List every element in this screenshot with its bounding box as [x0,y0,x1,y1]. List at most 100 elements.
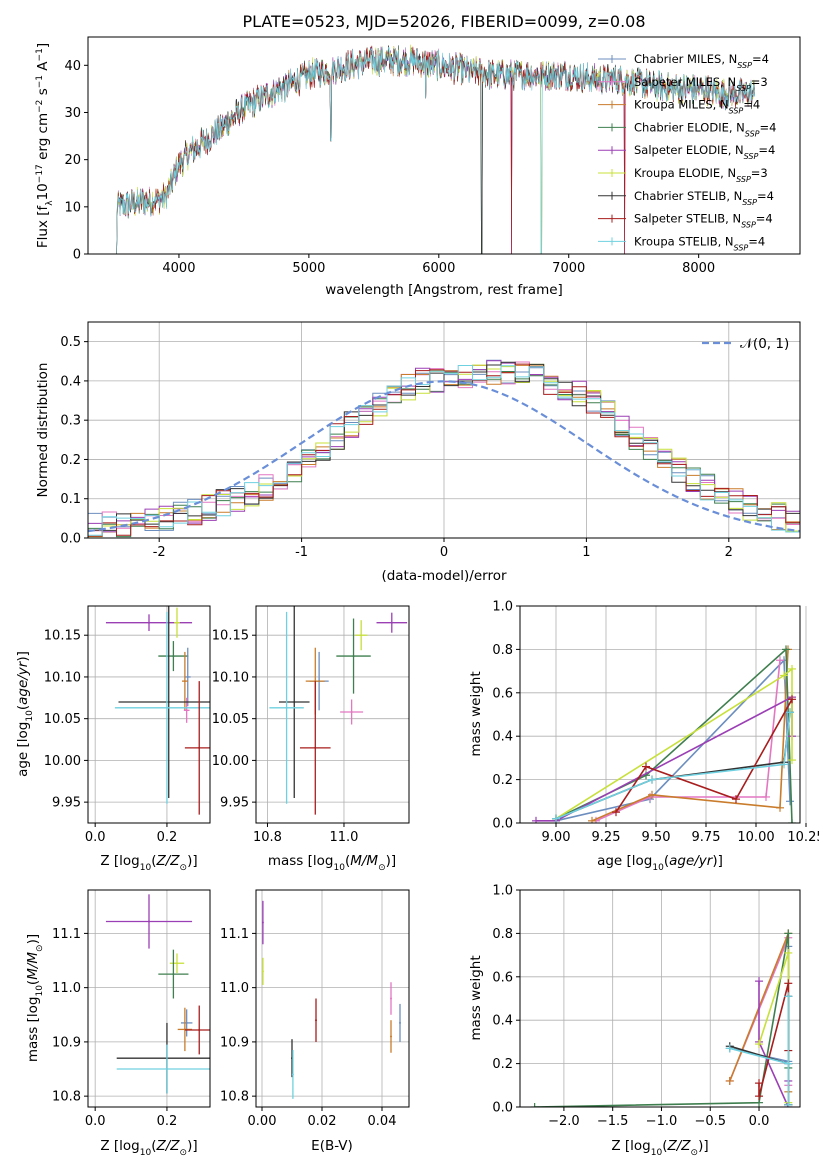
x-tick-label: 0.2 [157,830,178,845]
label-part: erg cm [35,113,51,164]
data-point [198,746,201,749]
axes-frame [87,605,211,824]
data-point [172,973,175,976]
label-part: =4 [752,52,769,66]
label-part: )] [712,853,723,869]
label-part: −1 [35,48,45,61]
y-tick-label: 0.4 [492,730,513,745]
data-point [185,1021,188,1024]
label-part: SSP [737,61,752,70]
label-part: 10 [35,985,45,997]
data-point [198,1028,201,1031]
chart-title: PLATE=0523, MJD=52026, FIBERID=0099, z=0… [242,12,645,31]
legend-label: Chabrier ELODIE, NSSP=4 [634,120,776,138]
label-part: =3 [751,75,768,89]
panel-weight-vs-age: 9.00 9.25 9.50 9.75 10.00 10.25 0.0 0.2 0.4 0.6 0.… [468,600,819,874]
plot-area [105,894,210,1094]
label-part: 10 [333,863,345,873]
y-tick-label: 0.0 [492,1101,513,1116]
grid [88,606,210,823]
x-axis-label: age [log10(age/yr)] [597,853,723,873]
axes-frame [87,36,801,255]
label-part: Chabrier STELIB, N [634,189,742,203]
plot-area [261,900,401,1099]
spectrum-line [116,46,755,254]
y-tick-label: 10.8 [220,1090,249,1105]
weight-line [555,667,793,820]
normal-curve [88,380,800,533]
legend-label: Kroupa STELIB, NSSP=4 [634,234,765,252]
y-tick-label: 10.05 [212,712,249,727]
label-part: 10 [25,710,35,722]
label-part: =4 [743,98,760,112]
label-part: 10 [652,863,664,873]
panel-age-vs-mass: 10.8 11.0 9.95 10.00 10.05 10.10 10.15 mass [lo… [212,605,410,873]
label-part: ] [35,43,51,48]
panel-spectrum: 4000 5000 6000 7000 8000 0 10 20 30 40 PLATE=0523,… [35,12,801,298]
y-tick-label: 0.2 [492,773,513,788]
x-tick-label: −2.0 [548,1114,580,1129]
label-part: Chabrier MILES, N [634,52,737,66]
data-point [285,706,288,709]
label-part: ⊙ [180,1148,188,1158]
grid [88,322,800,539]
label-part: 10 [35,183,51,200]
label-part: Z/Z [666,1138,691,1154]
y-tick-label: 10.05 [44,712,81,727]
y-tick-label: 9.95 [52,796,81,811]
y-tick-label: 11.0 [220,981,249,996]
grid [88,890,210,1107]
y-axis-label: Flux [fλ10−17 erg cm−2 s−1 A−1] [35,43,55,248]
y-tick-label: 10 [64,200,81,215]
x-tick-label: 1 [582,545,590,560]
x-tick-label: 9.00 [542,830,571,845]
y-tick-label: 0.8 [492,927,513,942]
weight-line [555,712,791,820]
label-part: )] [187,853,198,869]
data-point [175,621,178,624]
data-point [183,680,186,683]
y-tick-label: 11.0 [52,981,81,996]
label-part: −2 [35,100,45,113]
data-point [350,710,353,713]
x-tick-label: 10.00 [737,830,774,845]
x-tick-label: 6000 [422,261,455,276]
y-tick-label: 20 [64,153,81,168]
grid [520,889,800,1108]
x-axis-label: Z [log10(Z/Z⊙)] [100,1138,197,1158]
label-part: Z [log [100,1138,139,1154]
label-part: ( [151,1138,156,1154]
y-tick-label: 10.15 [212,629,249,644]
label-part: 10 [651,1148,663,1158]
y-tick-label: 11.1 [52,927,81,942]
x-tick-label: 0.2 [157,1114,178,1129]
x-axis-label: Z [log10(Z/Z⊙)] [611,1138,708,1158]
data-point [148,621,150,624]
y-tick-label: 10.9 [52,1035,81,1050]
weight-line [729,996,790,1105]
legend-label: Salpeter STELIB, NSSP=4 [634,212,773,230]
label-part: ⊙ [35,944,45,952]
plot-area [88,359,800,538]
legend-label: Chabrier MILES, NSSP=4 [634,52,769,70]
label-part: Z/Z [155,853,180,869]
x-tick-label: 2 [725,545,733,560]
y-axis-label: mass weight [468,955,484,1040]
x-tick-label: 7000 [552,261,585,276]
data-point [148,920,150,923]
label-part: )] [15,651,31,662]
label-part: SSP [742,197,757,206]
y-tick-label: 0.0 [492,817,513,832]
data-point [360,634,363,637]
x-tick-label: 8000 [682,261,715,276]
grid [256,890,409,1107]
label-part: SSP [729,106,744,115]
plot-area [105,606,210,815]
y-tick-label: 10.8 [52,1090,81,1105]
y-tick-label: 10.00 [212,754,249,769]
label-part: Z/Z [155,1138,180,1154]
axes-frame [255,889,410,1108]
label-part: Salpeter ELODIE, N [634,143,744,157]
label-part: SSP [744,152,759,161]
panel-mass-vs-Z: 0.0 0.210.810.911.011.1Z [log10(Z/Z⊙)]mas… [25,889,211,1158]
